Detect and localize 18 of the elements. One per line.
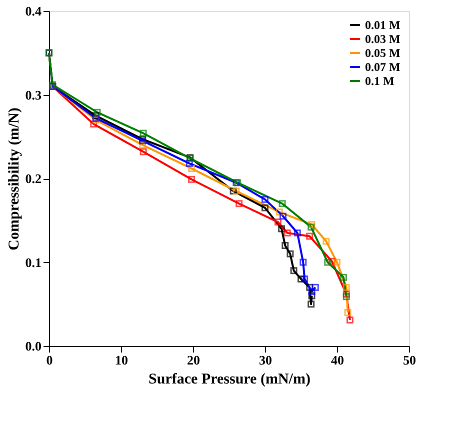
y-axis-title: Compressibility (m/N) xyxy=(6,108,22,250)
x-axis-title: Surface Pressure (mN/m) xyxy=(148,372,310,388)
y-tick-label: 0.1 xyxy=(25,254,42,270)
x-tick-label: 40 xyxy=(331,352,344,368)
x-tick-label: 0 xyxy=(46,352,53,368)
x-tick-label: 20 xyxy=(187,352,200,368)
y-tick-label: 0.3 xyxy=(25,87,42,102)
y-tick-label: 0.4 xyxy=(25,4,42,18)
y-tick-label: 0.0 xyxy=(25,338,42,354)
x-tick-label: 30 xyxy=(259,352,272,368)
x-tick-label: 50 xyxy=(403,352,416,368)
legend-label: 0.03 M xyxy=(365,32,400,46)
legend-label: 0.05 M xyxy=(365,46,400,60)
x-tick-label: 10 xyxy=(115,352,128,368)
y-tick-label: 0.2 xyxy=(25,171,42,186)
legend-label: 0.1 M xyxy=(365,74,394,88)
legend-label: 0.01 M xyxy=(365,18,400,32)
legend-label: 0.07 M xyxy=(365,60,400,74)
